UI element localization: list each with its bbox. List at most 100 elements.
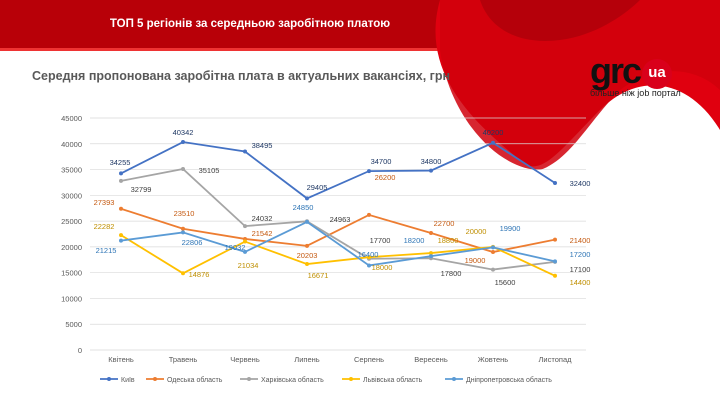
- logo-badge: ua: [642, 59, 673, 89]
- chart-subtitle: Середня пропонована заробітна плата в ак…: [32, 69, 451, 83]
- data-point: [119, 171, 123, 176]
- series-line: [120, 234, 556, 277]
- data-point: [305, 262, 309, 267]
- data-label: 21034: [238, 261, 259, 270]
- data-point: [305, 243, 309, 248]
- y-tick-label: 5000: [65, 320, 82, 329]
- data-point: [553, 259, 557, 264]
- data-label: 20203: [297, 251, 318, 260]
- data-label: 17200: [570, 250, 591, 259]
- legend-marker: [107, 377, 111, 381]
- data-label: 18200: [404, 236, 425, 245]
- data-point: [243, 249, 247, 254]
- data-point: [491, 267, 495, 272]
- data-label: 34800: [421, 157, 442, 166]
- data-label: 21400: [570, 236, 591, 245]
- x-tick-label: Серпень: [354, 355, 384, 364]
- y-tick-label: 45000: [61, 114, 82, 123]
- x-tick-label: Червень: [230, 355, 260, 364]
- data-label: 26200: [375, 173, 396, 182]
- data-label: 17800: [441, 269, 462, 278]
- data-point: [181, 271, 185, 276]
- y-tick-label: 25000: [61, 217, 82, 226]
- data-point: [119, 178, 123, 183]
- legend-label: Львівська область: [363, 376, 423, 384]
- data-label: 40342: [173, 128, 194, 137]
- y-tick-label: 0: [78, 346, 82, 355]
- data-point: [553, 237, 557, 242]
- y-tick-label: 35000: [61, 166, 82, 175]
- legend-marker: [349, 377, 353, 381]
- data-point: [429, 168, 433, 173]
- data-point: [243, 239, 247, 244]
- data-label: 27393: [94, 198, 115, 207]
- data-label: 24850: [293, 203, 314, 212]
- data-point: [367, 212, 371, 217]
- data-label: 16400: [358, 250, 379, 259]
- y-tick-label: 40000: [61, 140, 82, 149]
- data-point: [367, 169, 371, 174]
- data-label: 19032: [225, 243, 246, 252]
- data-label: 21542: [252, 229, 273, 238]
- legend-label: Дніпропетровська область: [466, 376, 552, 384]
- data-label: 34255: [110, 158, 131, 167]
- data-point: [181, 226, 185, 231]
- data-point: [367, 255, 371, 260]
- grc-logo: grc ua більше ніж job портал: [590, 50, 700, 98]
- x-tick-label: Вересень: [414, 355, 448, 364]
- data-label: 22700: [434, 219, 455, 228]
- data-label: 18000: [372, 263, 393, 272]
- x-tick-label: Липень: [294, 355, 319, 364]
- legend-label: Одеська область: [167, 376, 223, 384]
- x-tick-label: Жовтень: [478, 355, 508, 364]
- data-point: [305, 219, 309, 224]
- data-label: 22806: [182, 238, 203, 247]
- data-point: [553, 273, 557, 278]
- data-label: 29405: [307, 183, 328, 192]
- legend-marker: [452, 377, 456, 381]
- data-point: [243, 224, 247, 229]
- y-tick-label: 15000: [61, 269, 82, 278]
- data-point: [491, 245, 495, 250]
- data-label: 32400: [570, 179, 591, 188]
- data-label: 17100: [570, 265, 591, 274]
- data-label: 21215: [96, 246, 117, 255]
- page-title: ТОП 5 регіонів за середньою заробітною п…: [109, 18, 391, 30]
- data-label: 24032: [252, 214, 273, 223]
- data-label: 38495: [252, 141, 273, 150]
- data-point: [491, 250, 495, 255]
- x-tick-label: Квітень: [108, 355, 134, 364]
- data-label: 19900: [500, 224, 521, 233]
- legend-label: Київ: [121, 377, 135, 384]
- data-label: 15600: [495, 278, 516, 287]
- data-label: 18800: [438, 236, 459, 245]
- series-line: [120, 168, 556, 271]
- logo-tagline: більше ніж job портал: [590, 88, 681, 98]
- data-label: 35105: [199, 166, 220, 175]
- data-point: [119, 206, 123, 211]
- data-point: [243, 149, 247, 154]
- legend-marker: [247, 377, 251, 381]
- data-point: [119, 233, 123, 238]
- data-point: [367, 263, 371, 268]
- data-label: 20000: [466, 227, 487, 236]
- data-label: 17700: [370, 236, 391, 245]
- y-tick-label: 20000: [61, 243, 82, 252]
- legend-label: Харківська область: [261, 376, 324, 384]
- series-line: [120, 141, 556, 200]
- legend-marker: [153, 377, 157, 381]
- data-point: [181, 230, 185, 235]
- data-point: [181, 140, 185, 145]
- data-point: [181, 167, 185, 172]
- data-point: [429, 254, 433, 259]
- y-tick-label: 10000: [61, 294, 82, 303]
- data-label: 24963: [330, 215, 351, 224]
- data-point: [305, 196, 309, 201]
- series-line: [120, 220, 556, 267]
- data-label: 14400: [570, 278, 591, 287]
- data-label: 34700: [371, 157, 392, 166]
- x-tick-label: Травень: [169, 355, 198, 364]
- data-label: 16671: [308, 271, 329, 280]
